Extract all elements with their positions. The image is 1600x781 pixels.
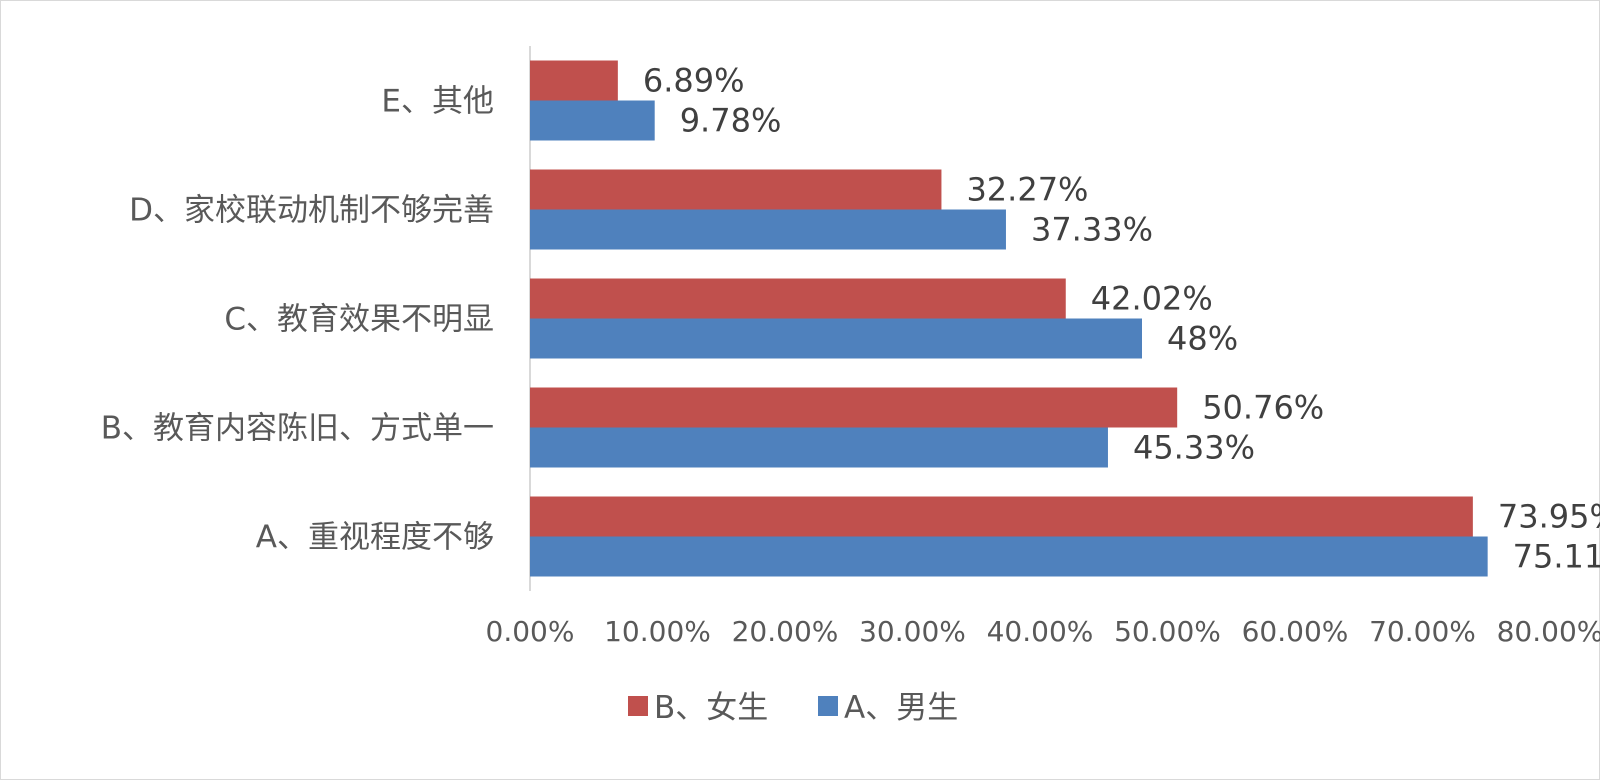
- x-tick-label: 50.00%: [1114, 615, 1221, 648]
- bar-male: [530, 318, 1142, 359]
- bar-female: [530, 387, 1178, 428]
- x-tick-label: 40.00%: [987, 615, 1094, 648]
- x-tick-label: 20.00%: [732, 615, 839, 648]
- data-label: 42.02%: [1091, 280, 1213, 318]
- bar-female: [530, 278, 1066, 319]
- x-tick-label: 30.00%: [859, 615, 966, 648]
- legend-label: B、女生: [654, 690, 768, 726]
- bar-male: [530, 536, 1488, 577]
- bar-female: [530, 60, 618, 101]
- data-label: 32.27%: [966, 171, 1088, 209]
- category-label: B、教育内容陈旧、方式单一: [101, 411, 494, 447]
- data-label: 48%: [1167, 320, 1238, 358]
- data-label: 75.11%: [1513, 538, 1600, 576]
- legend-swatch: [818, 696, 838, 716]
- data-label: 73.95%: [1498, 498, 1600, 536]
- x-tick-label: 80.00%: [1497, 615, 1600, 648]
- bar-male: [530, 100, 655, 141]
- data-label: 9.78%: [680, 102, 782, 140]
- data-label: 50.76%: [1202, 389, 1324, 427]
- data-label: 45.33%: [1133, 429, 1255, 467]
- bar-male: [530, 427, 1108, 468]
- category-label: D、家校联动机制不够完善: [129, 193, 494, 229]
- legend-swatch: [628, 696, 648, 716]
- x-tick-label: 70.00%: [1369, 615, 1476, 648]
- data-label: 37.33%: [1031, 211, 1153, 249]
- category-label: A、重视程度不够: [256, 520, 494, 556]
- x-tick-label: 0.00%: [486, 615, 575, 648]
- x-tick-label: 60.00%: [1242, 615, 1349, 648]
- bar-female: [530, 169, 942, 210]
- category-label: C、教育效果不明显: [224, 302, 494, 338]
- category-label: E、其他: [381, 84, 494, 120]
- legend-label: A、男生: [844, 690, 958, 726]
- bar-female: [530, 496, 1473, 537]
- data-label: 6.89%: [643, 62, 745, 100]
- x-tick-label: 10.00%: [604, 615, 711, 648]
- bar-male: [530, 209, 1006, 250]
